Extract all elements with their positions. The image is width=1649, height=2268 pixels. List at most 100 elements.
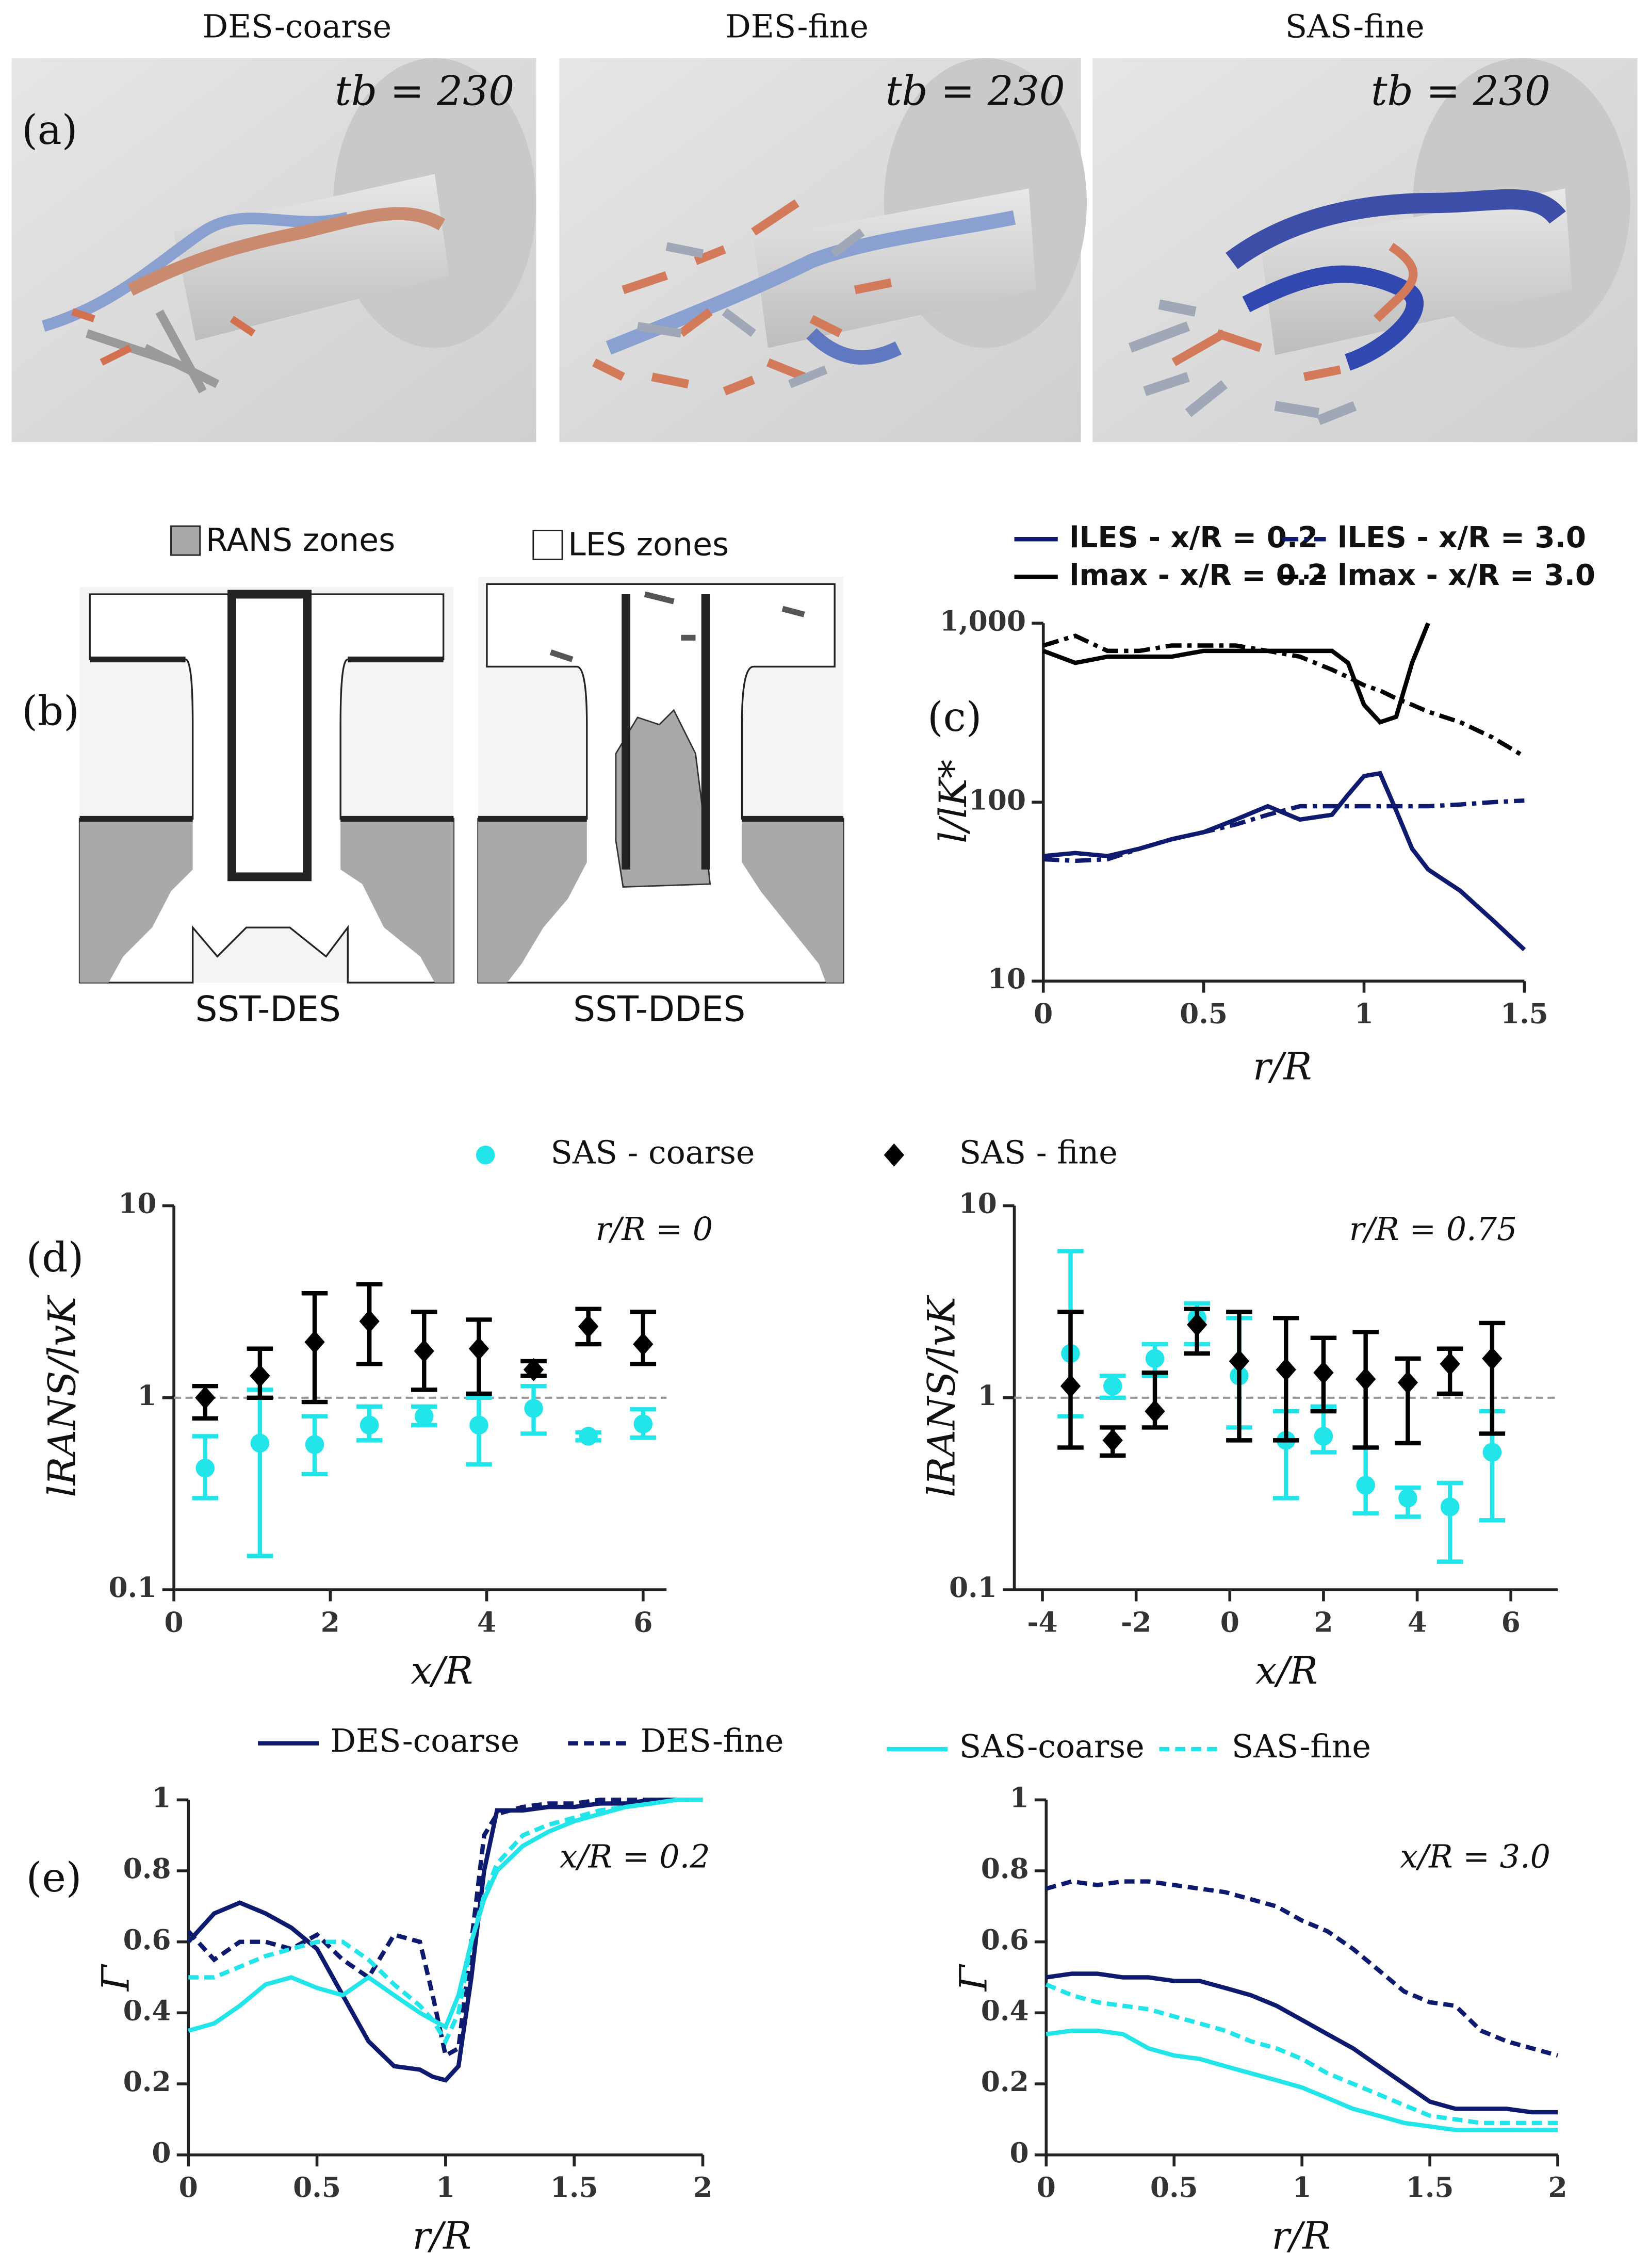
x-tick-label: 2 (321, 1606, 340, 1639)
y-axis-label: lRANS/lvK (920, 1295, 964, 1497)
image-title: DES-fine (725, 8, 869, 45)
marker (1314, 1427, 1333, 1446)
legend-swatch (170, 525, 201, 556)
x-tick-label: 6 (1501, 1606, 1521, 1639)
panel-label: (e) (26, 1854, 82, 1901)
line-series (187, 1798, 703, 2083)
x-tick-label: 0 (1220, 1606, 1239, 1639)
time-label: tb = 230 (886, 67, 1065, 115)
marker (1313, 1361, 1334, 1384)
panel-b: RANS zones LES zones SST-DES SST-DDES (b… (22, 521, 844, 1030)
x-tick-label: 6 (633, 1606, 652, 1639)
marker (1356, 1476, 1375, 1495)
marker (578, 1315, 599, 1339)
render-3 (1092, 58, 1638, 443)
marker (305, 1435, 324, 1454)
marker (360, 1415, 379, 1435)
marker (523, 1358, 544, 1381)
annotation: r/R = 0.75 (1349, 1211, 1517, 1248)
error-bar (1479, 1320, 1506, 1436)
x-axis-label: x/R (411, 1649, 473, 1693)
marker (633, 1332, 654, 1356)
marker (1145, 1349, 1165, 1368)
image-title: DES-coarse (203, 8, 392, 45)
y-tick-label: 0.2 (981, 2065, 1029, 2098)
legend-label: lLES - x/R = 3.0 (1337, 521, 1586, 554)
legend-label: SAS - fine (959, 1134, 1118, 1171)
marker (1102, 1428, 1123, 1452)
line-series (1046, 1879, 1559, 2058)
time-label: tb = 230 (335, 67, 514, 115)
legend-label: lLES - x/R = 0.2 (1069, 521, 1318, 554)
y-tick-label: 1 (978, 1379, 997, 1412)
legend-label: SAS-fine (1232, 1728, 1371, 1765)
marker (414, 1339, 434, 1363)
x-tick-label: 0 (1034, 998, 1053, 1030)
marker (1145, 1399, 1165, 1423)
y-axis-label: Γ (952, 1964, 995, 1992)
marker (524, 1399, 543, 1418)
line-series (188, 1798, 703, 2046)
legend-label: DES-coarse (331, 1722, 520, 1759)
y-tick-label: 100 (969, 784, 1026, 816)
zone-map-1 (78, 586, 455, 984)
legend-label: RANS zones (206, 521, 395, 559)
marker (415, 1407, 434, 1426)
annotation: x/R = 3.0 (1400, 1838, 1550, 1875)
line-series (1042, 622, 1430, 725)
marker (1060, 1374, 1081, 1398)
y-tick-label: 0.2 (123, 2065, 171, 2098)
legend-label: lmax - x/R = 3.0 (1337, 559, 1595, 592)
marker (1397, 1370, 1418, 1394)
marker (1482, 1443, 1502, 1462)
marker (359, 1310, 380, 1333)
error-bar (1436, 1480, 1463, 1564)
marker (633, 1414, 653, 1433)
x-tick-label: 0.5 (1150, 2171, 1198, 2204)
panel-label: (c) (927, 693, 982, 741)
line-series (1043, 771, 1526, 952)
legend-label: LES zones (568, 526, 729, 563)
caption: SST-DDES (573, 989, 745, 1030)
line-series (1046, 2028, 1558, 2132)
annotation: x/R = 0.2 (560, 1838, 710, 1875)
x-tick-label: 0.5 (293, 2171, 341, 2204)
y-axis-label: Γ (94, 1964, 138, 1992)
x-tick-label: 1 (1293, 2171, 1312, 2204)
marker (1229, 1349, 1250, 1373)
marker (1440, 1352, 1460, 1376)
render-2 (559, 58, 1087, 443)
y-tick-label: 0 (1009, 2136, 1028, 2169)
line-series (1045, 1982, 1558, 2126)
x-axis-label: r/R (1253, 1045, 1312, 1088)
render-1 (11, 58, 536, 443)
error-bar (247, 1388, 273, 1558)
zone-map-2 (477, 577, 844, 984)
y-tick-label: 1 (1009, 1781, 1028, 1814)
x-tick-label: 2 (1314, 1606, 1333, 1639)
marker (1187, 1313, 1207, 1336)
x-tick-label: 1 (1354, 998, 1374, 1030)
line-series (1043, 798, 1525, 863)
x-tick-label: 2 (1548, 2171, 1567, 2204)
y-tick-label: 0.1 (109, 1571, 157, 1604)
line-series (187, 1798, 703, 2059)
legend-swatch (532, 530, 563, 561)
x-axis-label: x/R (1255, 1649, 1318, 1693)
y-tick-label: 0.8 (981, 1852, 1029, 1885)
legend-label: SAS - coarse (551, 1134, 755, 1171)
y-tick-label: 0.6 (123, 1923, 171, 1956)
line-series (188, 1798, 703, 2033)
image-title: SAS-fine (1285, 8, 1425, 45)
annotation: r/R = 0 (596, 1211, 713, 1248)
x-tick-label: 1.5 (1406, 2171, 1454, 2204)
marker (1440, 1497, 1460, 1516)
x-tick-label: 0 (165, 1606, 184, 1639)
y-tick-label: 1 (152, 1781, 171, 1814)
marker (1398, 1489, 1417, 1508)
legend-label: SAS-coarse (959, 1728, 1145, 1765)
x-tick-label: 1.5 (550, 2171, 598, 2204)
marker (579, 1427, 598, 1446)
x-tick-label: 0 (179, 2171, 198, 2204)
marker (1276, 1358, 1296, 1381)
